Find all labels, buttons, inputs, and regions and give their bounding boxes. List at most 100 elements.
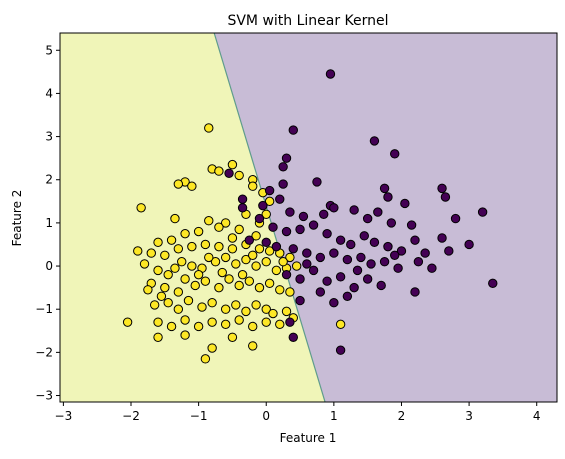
y-tick-label-2: −1 <box>35 302 53 316</box>
scatter-point-series-1-79 <box>444 246 454 256</box>
scatter-point-series-0-99 <box>156 291 167 301</box>
y-tick-label-6: 3 <box>45 130 53 144</box>
scatter-point-series-0-48 <box>261 257 271 267</box>
scatter-point-series-1-54 <box>366 259 376 269</box>
scatter-point-series-0-11 <box>264 196 275 207</box>
scatter-point-series-0-95 <box>200 354 211 364</box>
scatter-point-series-1-51 <box>329 248 339 258</box>
scatter-point-series-0-19 <box>234 224 244 235</box>
scatter-point-series-0-49 <box>271 265 282 276</box>
scatter-point-series-0-51 <box>291 261 302 271</box>
scatter-point-series-1-64 <box>349 282 359 293</box>
scatter-point-series-1-23 <box>373 207 383 217</box>
scatter-point-series-1-21 <box>349 205 359 215</box>
scatter-point-series-0-60 <box>234 280 244 291</box>
scatter-point-series-0-53 <box>160 282 170 293</box>
scatter-point-series-1-24 <box>386 218 397 228</box>
scatter-point-series-1-29 <box>254 213 265 224</box>
scatter-point-series-0-82 <box>180 315 190 325</box>
scatter-point-series-1-69 <box>315 287 326 297</box>
scatter-point-series-0-46 <box>241 254 251 265</box>
scatter-point-series-0-86 <box>234 315 244 325</box>
scatter-point-series-0-101 <box>204 252 214 263</box>
scatter-point-series-1-42 <box>420 248 430 258</box>
scatter-point-series-0-76 <box>261 304 271 314</box>
scatter-point-series-1-13 <box>379 183 390 194</box>
y-tick-label-3: 0 <box>45 259 53 273</box>
scatter-point-series-0-33 <box>254 244 265 254</box>
scatter-point-series-0-78 <box>281 306 292 317</box>
scatter-point-series-0-107 <box>251 231 261 241</box>
scatter-point-series-1-19 <box>298 211 309 222</box>
scatter-point-series-0-44 <box>220 252 231 263</box>
scatter-point-series-0-98 <box>143 285 153 295</box>
scatter-point-series-1-63 <box>335 272 346 282</box>
x-tick-label-3: 0 <box>262 409 270 423</box>
scatter-point-series-0-64 <box>275 285 285 295</box>
scatter-point-series-1-36 <box>346 239 356 250</box>
scatter-point-series-0-96 <box>122 317 133 327</box>
y-tick-label-0: −3 <box>35 389 53 403</box>
scatter-point-series-1-9 <box>278 179 288 189</box>
scatter-point-series-1-50 <box>315 252 326 263</box>
scatter-point-series-0-66 <box>149 300 160 310</box>
scatter-point-series-0-28 <box>187 241 197 252</box>
scatter-point-series-1-8 <box>264 185 275 196</box>
x-tick-label-2: −1 <box>190 409 208 423</box>
scatter-point-series-0-70 <box>197 302 207 312</box>
scatter-point-series-1-72 <box>285 317 295 327</box>
scatter-point-series-0-22 <box>180 228 190 239</box>
scatter-point-series-0-14 <box>170 213 180 224</box>
scatter-point-series-1-25 <box>406 220 417 230</box>
scatter-point-series-1-47 <box>271 241 282 252</box>
chart-title: SVM with Linear Kernel <box>227 13 388 29</box>
scatter-point-series-0-40 <box>177 257 187 267</box>
scatter-point-series-1-76 <box>302 259 312 269</box>
scatter-point-series-1-17 <box>440 192 451 202</box>
scatter-point-series-0-71 <box>207 298 217 308</box>
scatter-point-series-0-100 <box>193 269 204 280</box>
scatter-point-series-0-80 <box>153 317 163 327</box>
scatter-point-series-0-67 <box>163 298 173 308</box>
scatter-point-series-0-106 <box>227 233 238 243</box>
scatter-point-series-1-0 <box>325 69 336 79</box>
scatter-point-series-0-77 <box>268 308 278 319</box>
scatter-point-series-1-70 <box>329 298 339 308</box>
scatter-point-series-0-92 <box>207 343 217 353</box>
scatter-point-series-1-56 <box>393 263 403 273</box>
scatter-point-series-1-57 <box>413 257 424 267</box>
scatter-point-series-1-33 <box>308 220 319 230</box>
scatter-point-series-1-32 <box>295 224 305 235</box>
y-axis: −3 −2 −1 0 1 2 3 4 5 <box>35 43 60 403</box>
scatter-point-series-0-83 <box>193 321 204 332</box>
scatter-point-series-0-68 <box>173 304 184 314</box>
scatter-point-series-0-105 <box>278 257 288 267</box>
scatter-point-series-0-102 <box>217 267 227 278</box>
scatter-point-series-1-55 <box>379 257 390 267</box>
scatter-point-series-0-69 <box>183 295 194 306</box>
scatter-point-series-0-37 <box>139 259 150 269</box>
scatter-point-series-0-25 <box>133 246 143 256</box>
scatter-point-series-1-44 <box>464 239 474 250</box>
scatter-point-series-1-35 <box>335 235 346 245</box>
scatter-point-series-1-67 <box>410 287 420 297</box>
scatter-point-series-0-38 <box>153 265 163 276</box>
scatter-point-series-1-48 <box>288 244 298 254</box>
scatter-point-series-0-89 <box>275 319 285 330</box>
scatter-point-series-1-53 <box>356 252 366 263</box>
scatter-point-series-0-34 <box>264 246 275 256</box>
scatter-point-series-1-20 <box>319 209 329 219</box>
scatter-point-series-0-108 <box>160 250 170 260</box>
scatter-point-series-0-30 <box>214 241 224 252</box>
y-tick-label-8: 5 <box>45 43 53 57</box>
scatter-point-series-0-57 <box>200 276 211 286</box>
scatter-point-series-0-47 <box>251 261 261 271</box>
x-axis: −3 −2 −1 0 1 2 3 4 <box>55 402 541 423</box>
scatter-point-series-0-0 <box>204 123 214 133</box>
y-tick-label-1: −2 <box>35 345 53 359</box>
scatter-point-series-1-45 <box>244 235 255 245</box>
scatter-point-series-0-9 <box>248 181 258 191</box>
scatter-point-series-1-34 <box>322 228 332 239</box>
scatter-point-series-1-52 <box>342 254 353 265</box>
scatter-point-series-1-65 <box>362 274 373 284</box>
